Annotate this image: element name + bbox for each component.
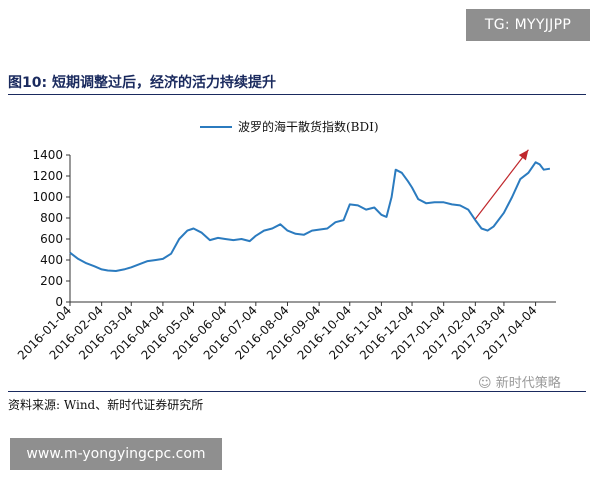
y-tick-label: 1400 [32,148,63,162]
figure-title: 图10: 短期调整过后，经济的活力持续提升 [8,75,276,91]
channel-badge: TG: MYYJJPP [466,9,590,41]
y-tick-label: 800 [40,211,63,225]
title-divider [8,94,586,95]
y-tick-label: 200 [40,274,63,288]
y-tick-label: 400 [40,253,63,267]
trend-arrow-shaft [474,149,529,220]
wechat-logo-icon: ☺ [478,376,496,391]
series-line-bdi [69,161,551,272]
chart-legend: 波罗的海干散货指数(BDI) [200,119,379,134]
trend-arrow-head [518,149,529,161]
chart-axes: 02004006008001000120014002016-01-042016-… [15,148,556,362]
y-tick-label: 0 [55,295,63,309]
bdi-line-chart: 波罗的海干散货指数(BDI) 0 200 400 600 800 1000 1200 1400… [15,119,556,362]
source-divider [8,391,586,392]
y-tick-label: 600 [40,232,63,246]
source-note: 资料来源: Wind、新时代证券研究所 [8,398,204,412]
watermark-label: 新时代策略 [495,376,561,391]
wechat-watermark: ☺ 新时代策略 [478,372,561,391]
website-banner: www.m-yongyingcpc.com [10,438,222,470]
chart-plot-area [69,149,551,272]
y-tick-label: 1000 [32,190,63,204]
legend-label: 波罗的海干散货指数(BDI) [238,119,379,134]
y-tick-label: 1200 [32,169,63,183]
